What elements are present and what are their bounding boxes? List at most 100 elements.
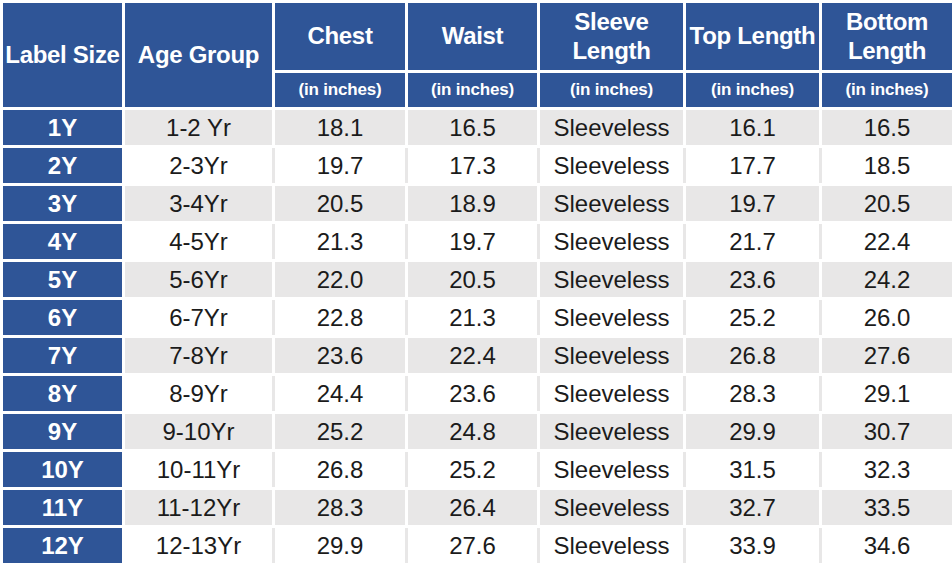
- row-label-cell: 8Y: [2, 375, 124, 413]
- cell-top-length: 21.7: [685, 223, 821, 261]
- cell-top-length: 23.6: [685, 261, 821, 299]
- cell-waist: 22.4: [407, 337, 539, 375]
- row-label-cell: 6Y: [2, 299, 124, 337]
- cell-top-length: 25.2: [685, 299, 821, 337]
- cell-bottom-length: 24.2: [821, 261, 952, 299]
- cell-bottom-length: 29.1: [821, 375, 952, 413]
- cell-waist: 24.8: [407, 413, 539, 451]
- cell-top-length: 19.7: [685, 185, 821, 223]
- cell-bottom-length: 34.6: [821, 527, 952, 565]
- row-label-cell: 1Y: [2, 109, 124, 147]
- header-top-length-unit: (in inches): [685, 72, 821, 109]
- row-label-cell: 3Y: [2, 185, 124, 223]
- cell-top-length: 29.9: [685, 413, 821, 451]
- cell-top-length: 17.7: [685, 147, 821, 185]
- cell-chest: 26.8: [274, 451, 407, 489]
- cell-sleeve-length: Sleeveless: [539, 299, 685, 337]
- table-row: 9Y9-10Yr25.224.8Sleeveless29.930.7: [2, 413, 952, 451]
- row-label-cell: 4Y: [2, 223, 124, 261]
- cell-bottom-length: 27.6: [821, 337, 952, 375]
- cell-sleeve-length: Sleeveless: [539, 413, 685, 451]
- header-waist-unit: (in inches): [407, 72, 539, 109]
- table-row: 10Y10-11Yr26.825.2Sleeveless31.532.3: [2, 451, 952, 489]
- cell-sleeve-length: Sleeveless: [539, 527, 685, 565]
- cell-bottom-length: 30.7: [821, 413, 952, 451]
- cell-waist: 25.2: [407, 451, 539, 489]
- cell-sleeve-length: Sleeveless: [539, 451, 685, 489]
- cell-age-group: 4-5Yr: [124, 223, 274, 261]
- cell-top-length: 33.9: [685, 527, 821, 565]
- header-sleeve-length: Sleeve Length: [539, 2, 685, 72]
- cell-bottom-length: 18.5: [821, 147, 952, 185]
- table-row: 11Y11-12Yr28.326.4Sleeveless32.733.5: [2, 489, 952, 527]
- cell-waist: 18.9: [407, 185, 539, 223]
- cell-bottom-length: 26.0: [821, 299, 952, 337]
- cell-waist: 19.7: [407, 223, 539, 261]
- row-label-cell: 10Y: [2, 451, 124, 489]
- cell-bottom-length: 20.5: [821, 185, 952, 223]
- header-bottom-length-unit: (in inches): [821, 72, 952, 109]
- cell-chest: 22.8: [274, 299, 407, 337]
- row-label-cell: 7Y: [2, 337, 124, 375]
- cell-waist: 20.5: [407, 261, 539, 299]
- header-waist: Waist: [407, 2, 539, 72]
- cell-bottom-length: 16.5: [821, 109, 952, 147]
- table-row: 3Y3-4Yr20.518.9Sleeveless19.720.5: [2, 185, 952, 223]
- header-top-length: Top Length: [685, 2, 821, 72]
- table-row: 4Y4-5Yr21.319.7Sleeveless21.722.4: [2, 223, 952, 261]
- cell-top-length: 28.3: [685, 375, 821, 413]
- cell-age-group: 8-9Yr: [124, 375, 274, 413]
- cell-bottom-length: 33.5: [821, 489, 952, 527]
- table-row: 2Y2-3Yr19.717.3Sleeveless17.718.5: [2, 147, 952, 185]
- table-header: Label Size Age Group Chest Waist Sleeve …: [2, 2, 952, 109]
- row-label-cell: 12Y: [2, 527, 124, 565]
- cell-top-length: 31.5: [685, 451, 821, 489]
- header-chest-unit: (in inches): [274, 72, 407, 109]
- cell-sleeve-length: Sleeveless: [539, 261, 685, 299]
- cell-sleeve-length: Sleeveless: [539, 147, 685, 185]
- cell-top-length: 32.7: [685, 489, 821, 527]
- cell-age-group: 7-8Yr: [124, 337, 274, 375]
- cell-chest: 29.9: [274, 527, 407, 565]
- cell-waist: 27.6: [407, 527, 539, 565]
- cell-top-length: 26.8: [685, 337, 821, 375]
- cell-chest: 20.5: [274, 185, 407, 223]
- row-label-cell: 11Y: [2, 489, 124, 527]
- cell-age-group: 9-10Yr: [124, 413, 274, 451]
- cell-age-group: 12-13Yr: [124, 527, 274, 565]
- cell-age-group: 3-4Yr: [124, 185, 274, 223]
- cell-chest: 22.0: [274, 261, 407, 299]
- size-chart-table: Label Size Age Group Chest Waist Sleeve …: [0, 0, 952, 566]
- header-sleeve-length-unit: (in inches): [539, 72, 685, 109]
- cell-waist: 26.4: [407, 489, 539, 527]
- cell-age-group: 1-2 Yr: [124, 109, 274, 147]
- row-label-cell: 9Y: [2, 413, 124, 451]
- cell-waist: 16.5: [407, 109, 539, 147]
- cell-age-group: 11-12Yr: [124, 489, 274, 527]
- cell-chest: 24.4: [274, 375, 407, 413]
- cell-chest: 21.3: [274, 223, 407, 261]
- cell-waist: 17.3: [407, 147, 539, 185]
- cell-chest: 25.2: [274, 413, 407, 451]
- table-row: 5Y5-6Yr22.020.5Sleeveless23.624.2: [2, 261, 952, 299]
- size-table-body: 1Y1-2 Yr18.116.5Sleeveless16.116.52Y2-3Y…: [2, 109, 952, 565]
- header-age-group: Age Group: [124, 2, 274, 109]
- cell-waist: 23.6: [407, 375, 539, 413]
- cell-age-group: 2-3Yr: [124, 147, 274, 185]
- cell-waist: 21.3: [407, 299, 539, 337]
- header-label-size: Label Size: [2, 2, 124, 109]
- cell-sleeve-length: Sleeveless: [539, 489, 685, 527]
- cell-sleeve-length: Sleeveless: [539, 223, 685, 261]
- row-label-cell: 5Y: [2, 261, 124, 299]
- cell-chest: 19.7: [274, 147, 407, 185]
- table-row: 12Y12-13Yr29.927.6Sleeveless33.934.6: [2, 527, 952, 565]
- header-bottom-length: Bottom Length: [821, 2, 952, 72]
- table-row: 1Y1-2 Yr18.116.5Sleeveless16.116.5: [2, 109, 952, 147]
- cell-age-group: 10-11Yr: [124, 451, 274, 489]
- table-row: 7Y7-8Yr23.622.4Sleeveless26.827.6: [2, 337, 952, 375]
- cell-age-group: 6-7Yr: [124, 299, 274, 337]
- header-chest: Chest: [274, 2, 407, 72]
- cell-chest: 23.6: [274, 337, 407, 375]
- cell-chest: 28.3: [274, 489, 407, 527]
- cell-top-length: 16.1: [685, 109, 821, 147]
